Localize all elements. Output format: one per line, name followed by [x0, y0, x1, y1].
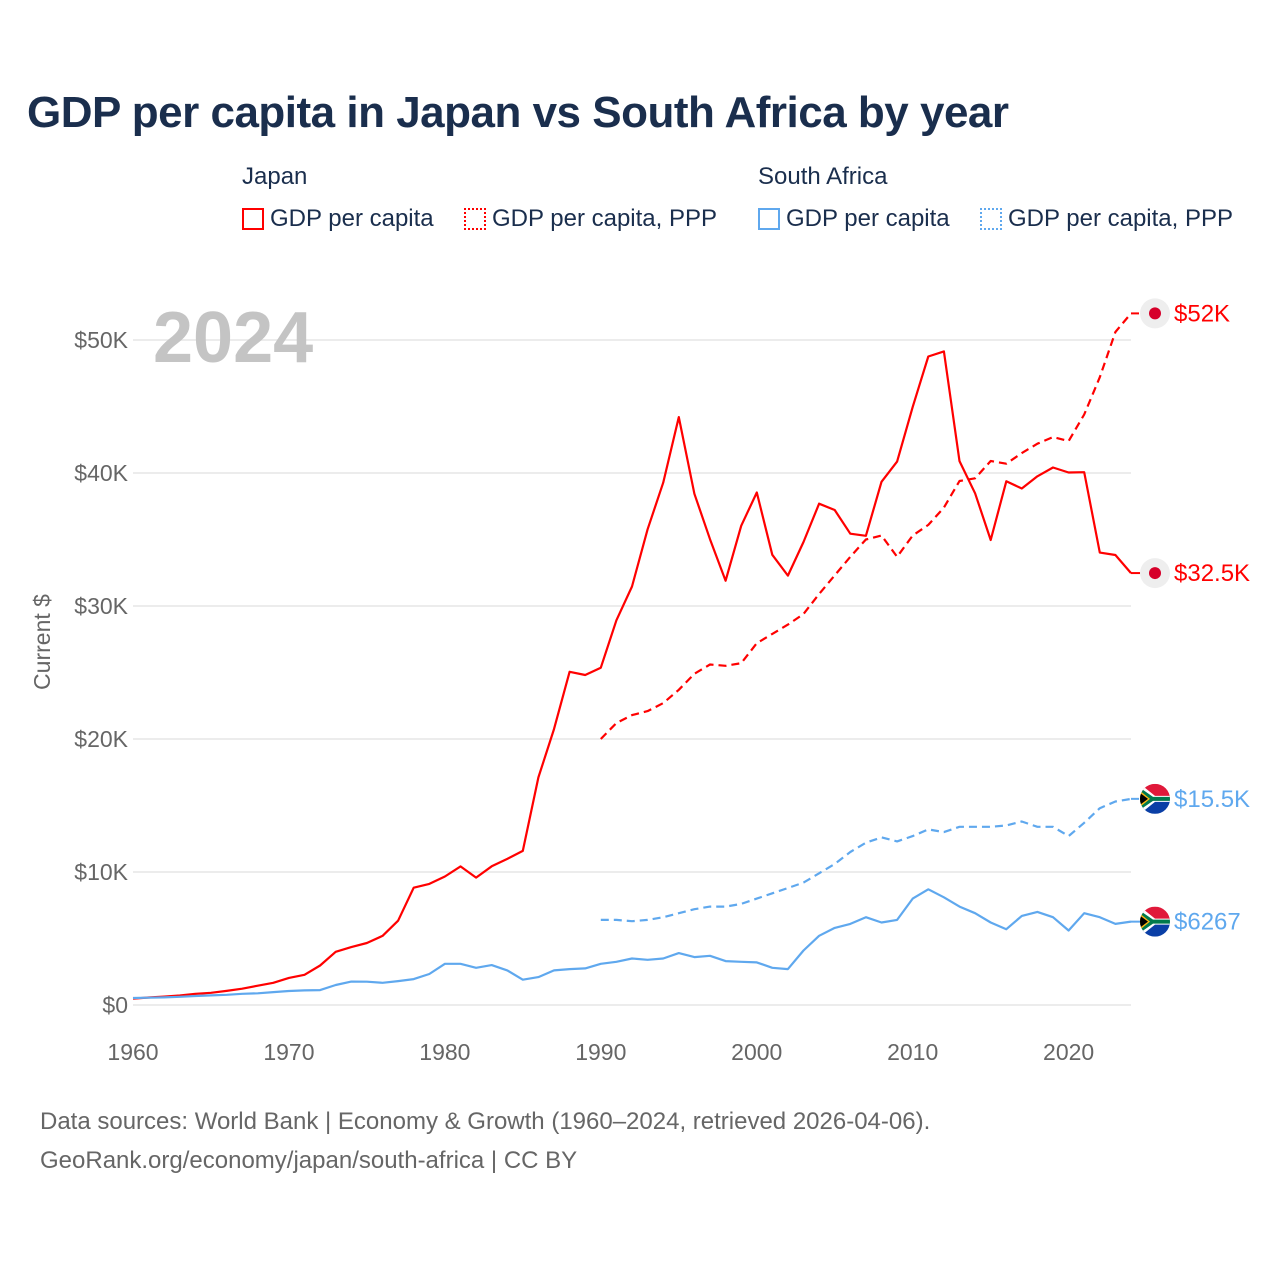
legend-swatch-solid-red — [242, 208, 264, 230]
x-tick-label: 2010 — [887, 1039, 938, 1065]
japan-flag-icon — [1140, 298, 1170, 329]
legend-label: GDP per capita — [786, 205, 950, 232]
series-line-japan-gdp-per-capita-ppp — [600, 312, 1132, 740]
south-africa-flag-icon — [1140, 783, 1170, 814]
legend-label: GDP per capita, PPP — [492, 205, 717, 232]
legend-group-south-africa: South Africa — [758, 163, 888, 190]
y-tick-label: $10K — [74, 859, 128, 885]
source-line-1: Data sources: World Bank | Economy & Gro… — [40, 1108, 931, 1135]
year-watermark: 2024 — [153, 298, 313, 378]
legend-swatch-dotted-red — [464, 208, 486, 230]
legend-swatch-dotted-blue — [980, 208, 1002, 230]
x-tick-label: 1960 — [107, 1039, 158, 1065]
x-tick-label: 2000 — [731, 1039, 782, 1065]
legend-group-japan: Japan — [242, 163, 308, 190]
x-tick-label: 1970 — [263, 1039, 314, 1065]
legend-swatch-solid-blue — [758, 208, 780, 230]
legend-sa-gdp[interactable]: GDP per capita — [758, 205, 950, 233]
legend-label: GDP per capita — [270, 205, 434, 232]
x-tick-label: 1980 — [419, 1039, 470, 1065]
end-value-label: $32.5K — [1174, 560, 1250, 587]
end-value-label: $6267 — [1174, 909, 1241, 936]
y-tick-label: $30K — [74, 593, 128, 619]
series-line-japan-gdp-per-capita — [132, 350, 1132, 1000]
x-tick-label: 1990 — [575, 1039, 626, 1065]
y-tick-label: $0 — [102, 992, 128, 1018]
legend-label: GDP per capita, PPP — [1008, 205, 1233, 232]
end-value-label: $52K — [1174, 300, 1230, 327]
y-axis-label: Current $ — [29, 594, 55, 690]
series-line-south-africa-gdp-per-capita-ppp — [600, 797, 1132, 923]
x-tick-label: 2020 — [1043, 1039, 1094, 1065]
end-value-label: $15.5K — [1174, 786, 1250, 813]
y-tick-label: $40K — [74, 460, 128, 486]
series-line-south-africa-gdp-per-capita — [132, 888, 1132, 1000]
legend-japan-gdp-ppp[interactable]: GDP per capita, PPP — [464, 205, 717, 233]
chart-title: GDP per capita in Japan vs South Africa … — [27, 88, 1009, 137]
legend-japan-gdp[interactable]: GDP per capita — [242, 205, 434, 233]
y-tick-label: $20K — [74, 726, 128, 752]
legend-sa-gdp-ppp[interactable]: GDP per capita, PPP — [980, 205, 1233, 233]
south-africa-flag-icon — [1140, 906, 1170, 937]
y-tick-label: $50K — [74, 327, 128, 353]
source-line-2[interactable]: GeoRank.org/economy/japan/south-africa |… — [40, 1147, 578, 1174]
japan-flag-icon — [1140, 558, 1170, 589]
